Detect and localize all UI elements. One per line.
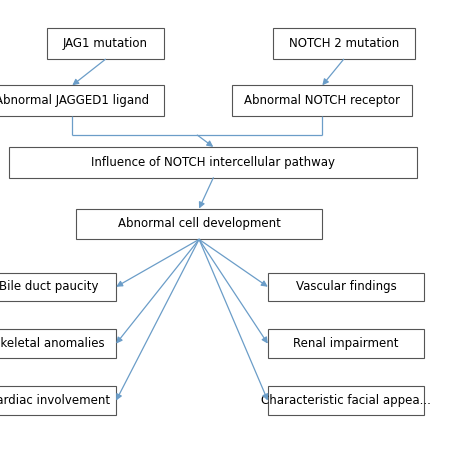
FancyBboxPatch shape — [0, 386, 116, 415]
FancyBboxPatch shape — [0, 329, 116, 358]
FancyBboxPatch shape — [0, 273, 116, 301]
FancyBboxPatch shape — [9, 147, 417, 178]
Text: Abnormal NOTCH receptor: Abnormal NOTCH receptor — [244, 94, 401, 107]
FancyBboxPatch shape — [268, 329, 424, 358]
FancyBboxPatch shape — [0, 85, 164, 116]
FancyBboxPatch shape — [47, 28, 164, 59]
Text: Bile duct paucity: Bile duct paucity — [0, 280, 98, 293]
Text: Cardiac involvement: Cardiac involvement — [0, 394, 109, 407]
FancyBboxPatch shape — [268, 273, 424, 301]
FancyBboxPatch shape — [232, 85, 412, 116]
FancyBboxPatch shape — [268, 386, 424, 415]
Text: Influence of NOTCH intercellular pathway: Influence of NOTCH intercellular pathway — [91, 156, 335, 169]
Text: Abnormal JAGGED1 ligand: Abnormal JAGGED1 ligand — [0, 94, 149, 107]
FancyBboxPatch shape — [76, 209, 322, 239]
Text: Vascular findings: Vascular findings — [296, 280, 396, 293]
Text: Abnormal cell development: Abnormal cell development — [118, 218, 281, 230]
FancyBboxPatch shape — [273, 28, 415, 59]
Text: NOTCH 2 mutation: NOTCH 2 mutation — [289, 37, 399, 50]
Text: Renal impairment: Renal impairment — [293, 337, 399, 350]
Text: Characteristic facial appea...: Characteristic facial appea... — [261, 394, 431, 407]
Text: Skeletal anomalies: Skeletal anomalies — [0, 337, 104, 350]
Text: JAG1 mutation: JAG1 mutation — [63, 37, 148, 50]
